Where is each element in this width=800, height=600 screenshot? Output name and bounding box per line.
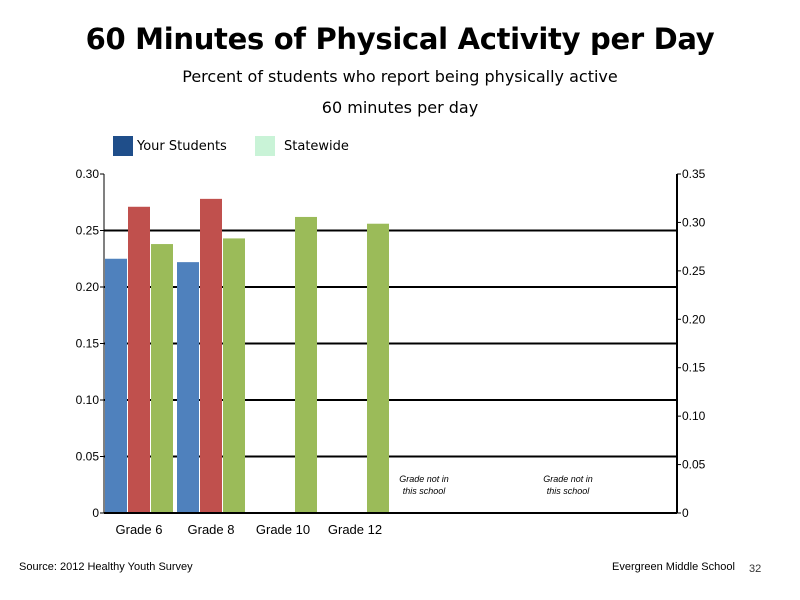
x-tick-label-grade-8: Grade 8 [188,522,235,537]
source-note: Source: 2012 Healthy Youth Survey [19,561,193,573]
y-tick-label-right-3: 0.15 [682,361,706,375]
annotation-line1-1: Grade not in [399,474,449,484]
y-tick-label-left-2: 0.10 [76,393,100,407]
chart-subtitle-line2: 60 minutes per day [321,98,479,117]
y-tick-label-right-4: 0.20 [682,312,706,326]
chart-title: 60 Minutes of Physical Activity per Day [85,22,715,56]
annotation-line2-2: this school [547,486,591,496]
x-tick-label-grade-6: Grade 6 [116,522,163,537]
annotation-line1-2: Grade not in [543,474,593,484]
legend-label-your-students: Your Students [137,138,227,154]
bar-grade-10-series-3 [295,216,317,513]
bar-grade-12-series-3 [367,223,389,513]
legend-item-your-students: Your Students [113,135,227,157]
y-tick-label-left-6: 0.30 [76,167,100,181]
legend-label-statewide: Statewide [284,138,349,154]
legend-swatch-your-students [113,136,133,156]
legend-item-statewide: Statewide [255,135,349,157]
y-tick-label-right-5: 0.25 [682,264,706,278]
y-tick-label-right-6: 0.30 [682,215,706,229]
bar-grade-8-series-3 [223,238,245,513]
y-tick-label-left-0: 0 [92,506,99,520]
y-tick-label-right-1: 0.05 [682,458,706,472]
y-tick-label-right-0: 0 [682,506,689,520]
legend-swatch-statewide [255,136,275,156]
y-tick-label-left-4: 0.20 [76,280,100,294]
x-tick-label-grade-12: Grade 12 [328,522,382,537]
page-number: 32 [749,563,762,575]
y-tick-label-left-5: 0.25 [76,224,100,238]
y-tick-label-right-7: 0.35 [682,167,706,181]
bar-grade-6-series-1 [105,258,127,513]
annotation-line2-1: this school [403,486,447,496]
bar-grade-8-series-2 [200,198,222,514]
y-tick-label-right-2: 0.10 [682,409,706,423]
bar-grade-6-series-2 [128,206,150,513]
chart-subtitle-line1: Percent of students who report being phy… [182,67,618,86]
bar-grade-8-series-1 [177,262,199,513]
school-name: Evergreen Middle School [612,561,735,573]
y-tick-label-left-3: 0.15 [76,337,100,351]
bar-grade-6-series-3 [151,244,173,513]
x-tick-label-grade-10: Grade 10 [256,522,310,537]
y-tick-label-left-1: 0.05 [76,450,100,464]
